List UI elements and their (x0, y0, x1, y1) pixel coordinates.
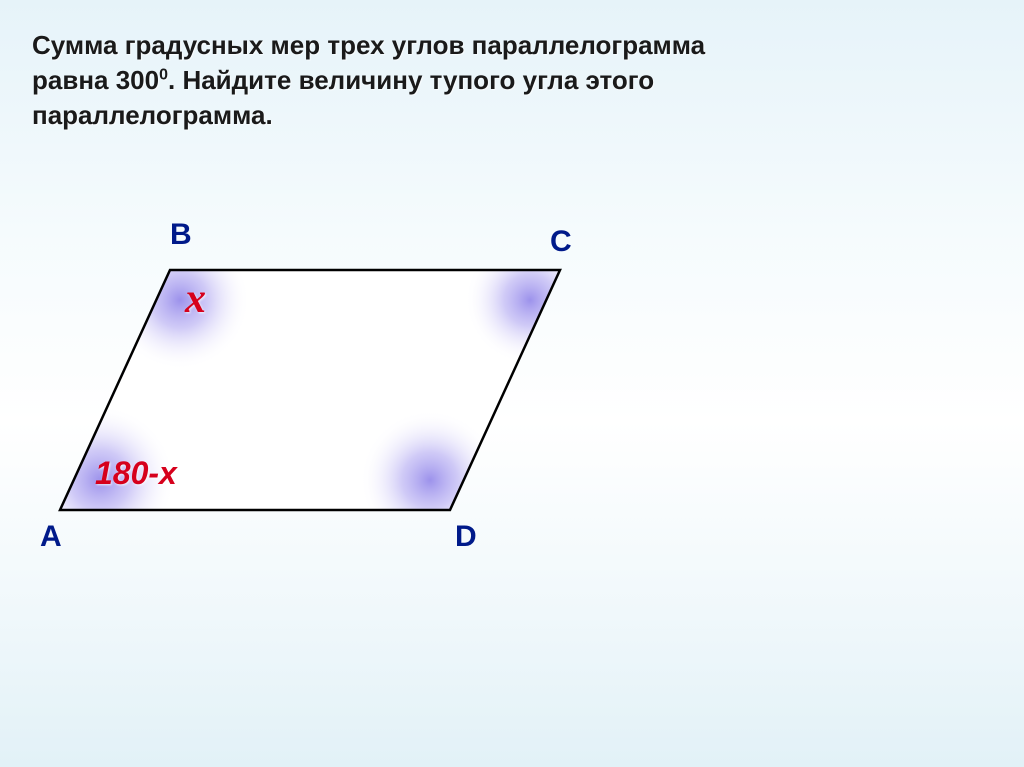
parallelogram-svg (30, 210, 630, 610)
problem-statement: Сумма градусных мер трех углов параллело… (32, 28, 984, 133)
vertex-label-b: В (170, 218, 192, 252)
parallelogram-diagram: А В С D x 180-x (30, 210, 630, 610)
angle-label-x: x (185, 275, 206, 323)
problem-sup: 0 (159, 66, 168, 83)
vertex-label-a: А (40, 520, 62, 554)
vertex-label-d: D (455, 520, 477, 554)
angle-label-180-x: 180-x (95, 455, 177, 492)
problem-line3: параллелограмма. (32, 100, 273, 130)
problem-line1: Сумма градусных мер трех углов параллело… (32, 30, 705, 60)
problem-line2b: . Найдите величину тупого угла этого (168, 65, 654, 95)
problem-line2a: равна 300 (32, 65, 159, 95)
vertex-label-c: С (550, 225, 572, 259)
